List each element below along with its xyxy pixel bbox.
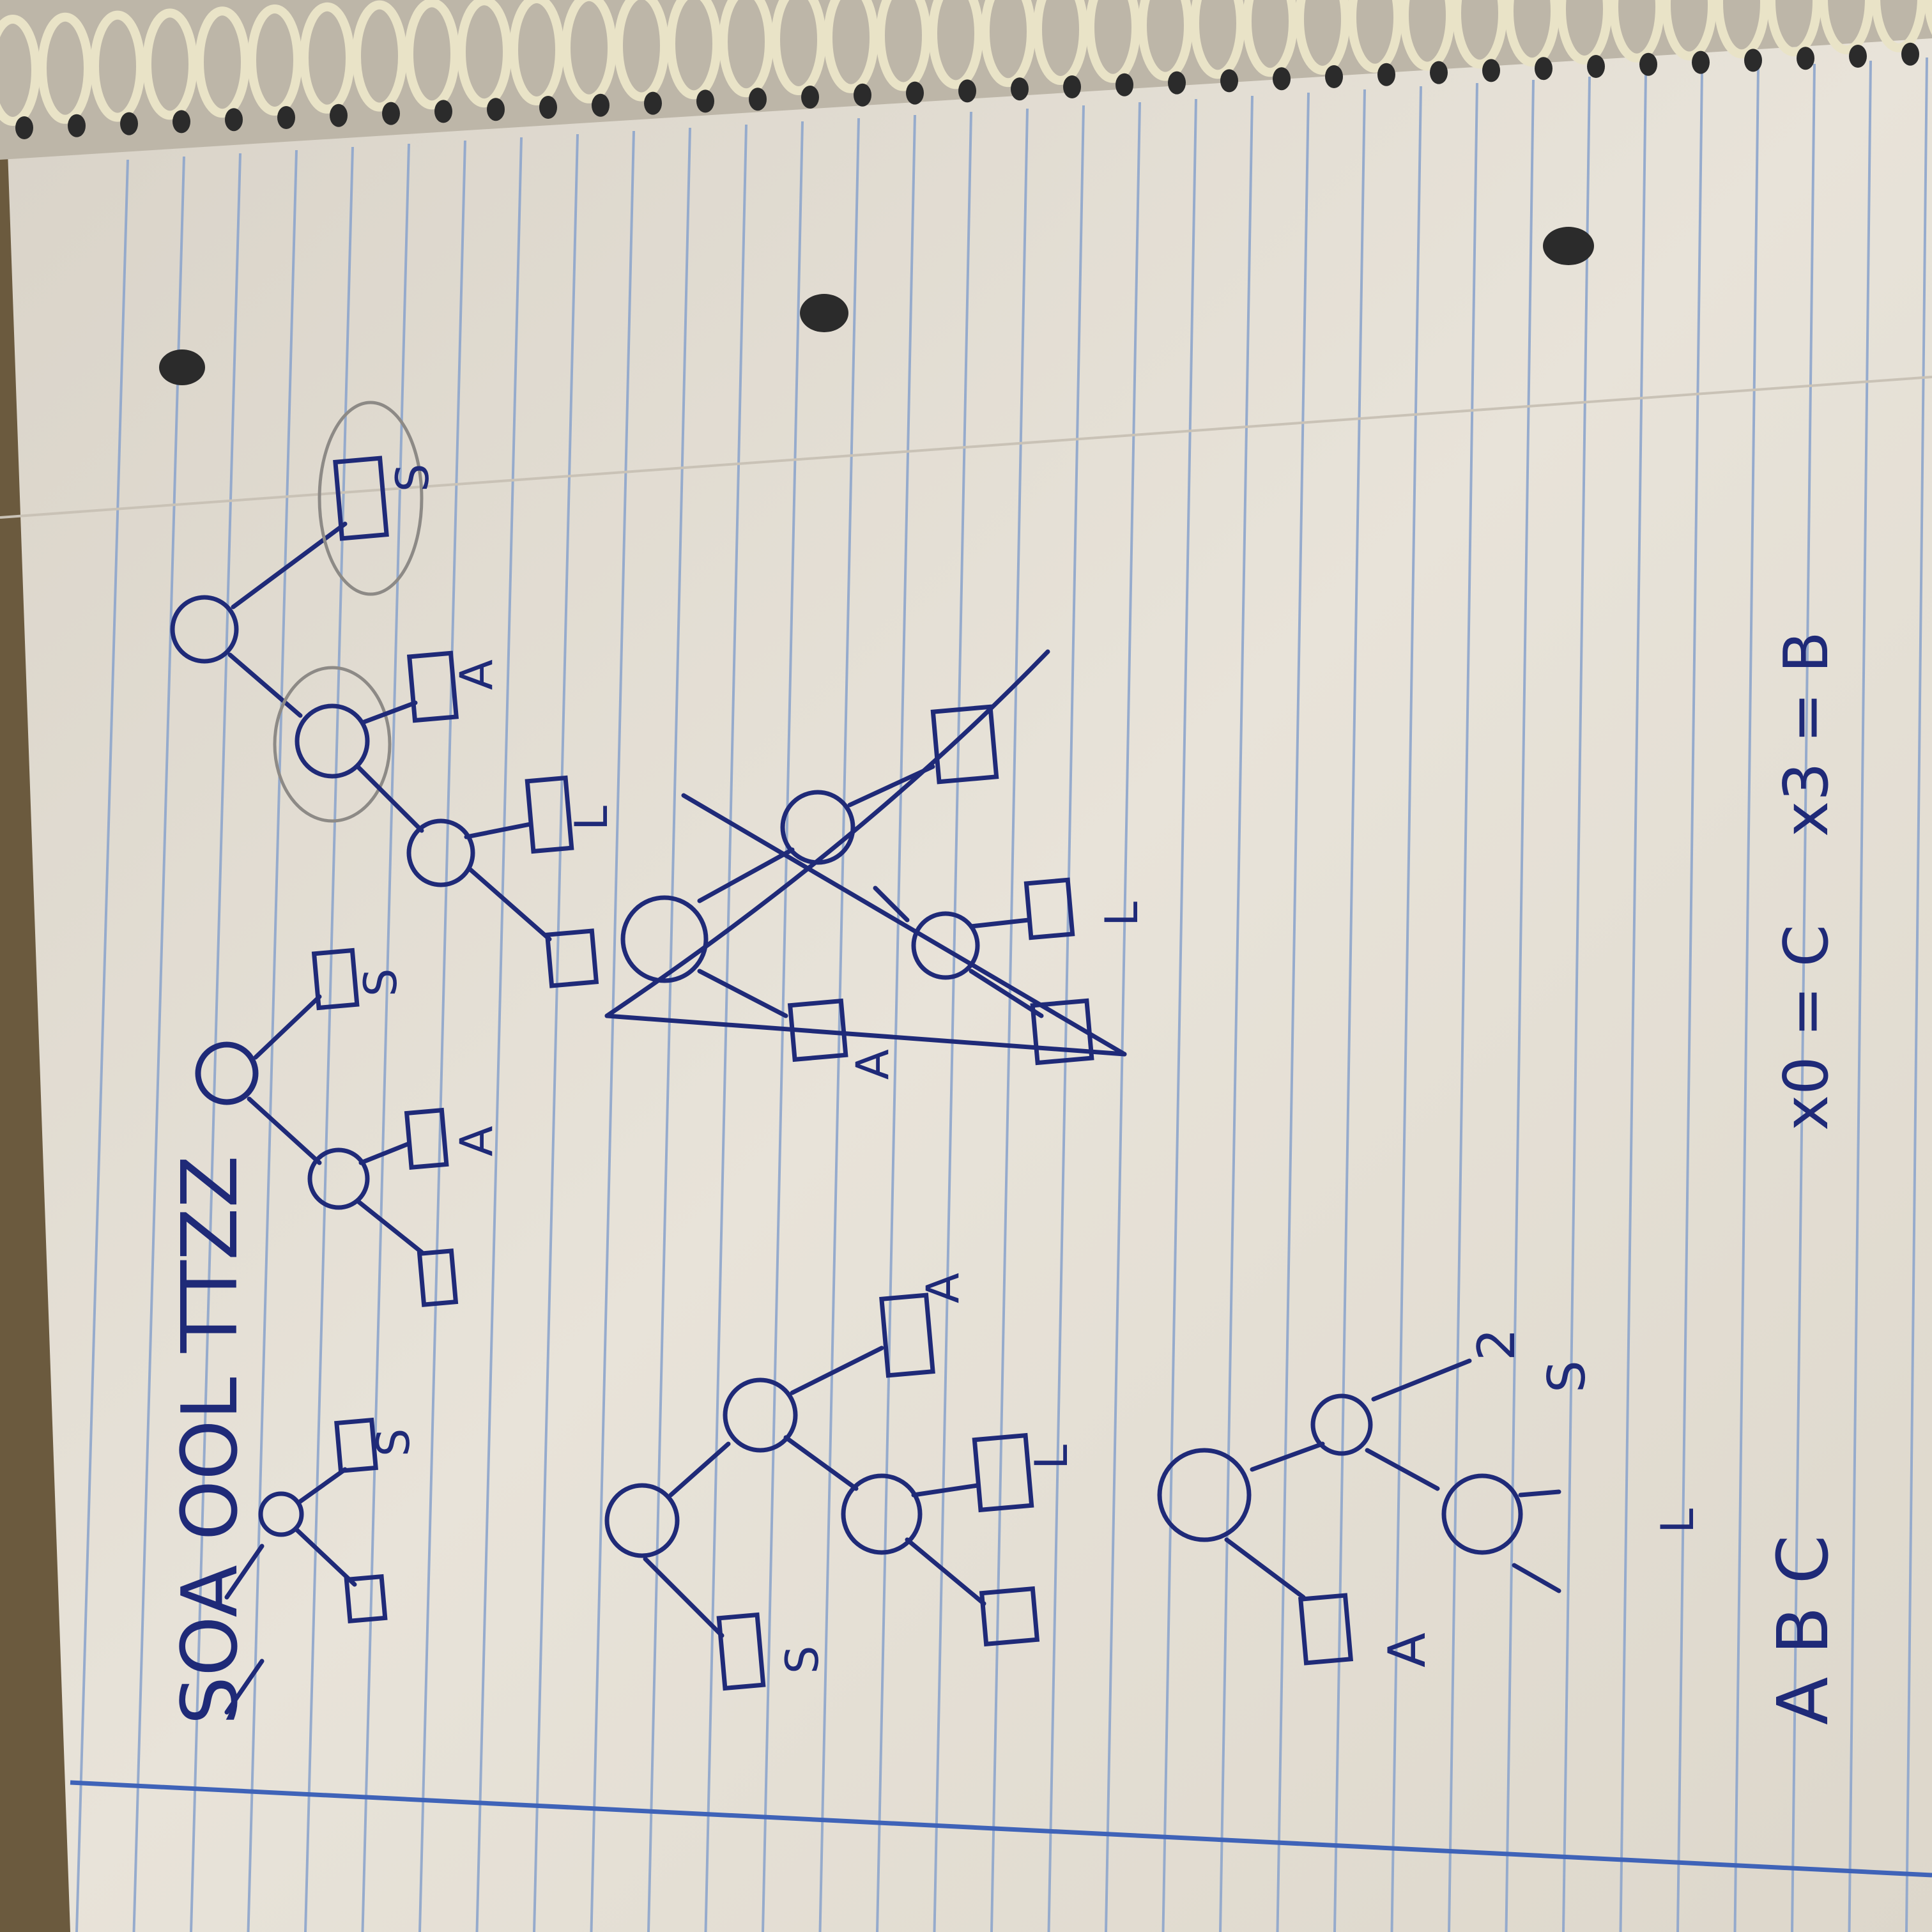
- svg-text:S: S: [387, 464, 439, 492]
- spiral-hole: [1220, 69, 1238, 92]
- spiral-hole: [1482, 59, 1500, 82]
- punch-hole: [159, 349, 205, 385]
- spiral-hole: [1849, 45, 1867, 68]
- spiral-hole: [225, 108, 243, 131]
- svg-text:L: L: [1025, 1445, 1078, 1469]
- equation-x0: x0 = C: [1772, 924, 1842, 1131]
- spiral-hole: [749, 88, 767, 111]
- spiral-hole: [1535, 57, 1552, 80]
- spiral-hole: [1587, 55, 1605, 78]
- abc-text: A B C: [1762, 1535, 1844, 1725]
- spiral-hole: [958, 79, 976, 102]
- spiral-hole: [1430, 61, 1448, 84]
- spiral-hole: [277, 106, 295, 129]
- spiral-hole: [1325, 65, 1343, 88]
- svg-text:2: 2: [1467, 1328, 1526, 1361]
- spiral-hole: [382, 102, 400, 125]
- spiral-hole: [120, 112, 138, 135]
- spiral-hole: [1797, 47, 1814, 70]
- spiral-hole: [801, 86, 819, 109]
- punch-hole: [800, 294, 848, 332]
- spiral-hole: [15, 116, 33, 139]
- svg-text:A: A: [450, 1126, 503, 1156]
- spiral-hole: [539, 96, 557, 119]
- header-text: SOA OOL TTZZ: [166, 1155, 255, 1725]
- spiral-hole: [1377, 63, 1395, 86]
- spiral-hole: [330, 104, 348, 127]
- svg-text:L: L: [1096, 901, 1148, 926]
- spiral-hole: [487, 98, 505, 121]
- spiral-hole: [1116, 73, 1133, 96]
- spiral-hole: [1063, 75, 1081, 98]
- spiral-hole: [172, 110, 190, 133]
- spiral-hole: [1273, 67, 1291, 90]
- spiral-hole: [592, 94, 610, 117]
- svg-text:S: S: [355, 969, 407, 997]
- svg-text:A: A: [847, 1049, 899, 1080]
- spiral-hole: [1168, 72, 1186, 95]
- spiral-hole: [854, 84, 871, 107]
- spiral-hole: [696, 89, 714, 112]
- spiral-hole: [1011, 77, 1029, 100]
- svg-text:A: A: [450, 659, 503, 690]
- svg-text:S: S: [1537, 1360, 1597, 1393]
- equation-x3: x3 = B: [1772, 631, 1842, 837]
- svg-text:L: L: [565, 806, 618, 831]
- svg-text:L: L: [1652, 1508, 1704, 1533]
- spiral-hole: [906, 82, 924, 105]
- svg-text:A: A: [1377, 1632, 1437, 1667]
- spiral-hole: [1744, 49, 1762, 72]
- punch-hole: [1543, 227, 1594, 265]
- svg-text:S: S: [367, 1429, 420, 1457]
- spiral-hole: [644, 92, 662, 115]
- spiral-hole: [68, 114, 86, 137]
- spiral-hole: [1639, 53, 1657, 76]
- svg-text:A: A: [917, 1273, 969, 1303]
- spiral-hole: [434, 100, 452, 123]
- spiral-hole: [1901, 43, 1919, 66]
- svg-text:S: S: [776, 1646, 829, 1674]
- spiral-hole: [1692, 51, 1710, 74]
